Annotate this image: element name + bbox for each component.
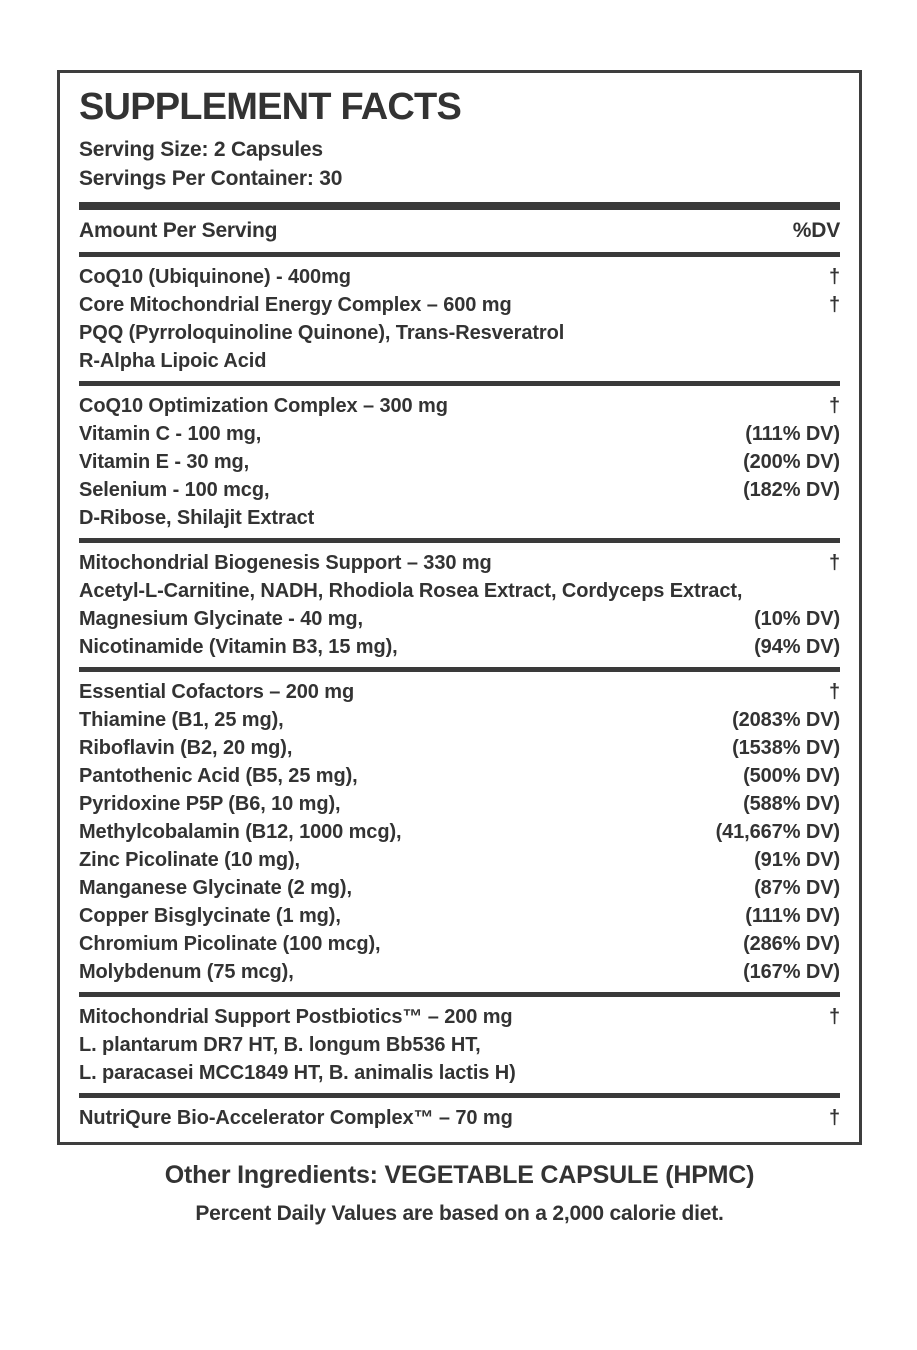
ingredient-name: CoQ10 Optimization Complex – 300 mg bbox=[79, 395, 448, 417]
ingredient-dv: (94% DV) bbox=[754, 636, 840, 658]
ingredient-name: NutriQure Bio-Accelerator Complex™ – 70 … bbox=[79, 1107, 513, 1129]
ingredient-name: Mitochondrial Support Postbiotics™ – 200… bbox=[79, 1006, 513, 1028]
ingredient-name: Selenium - 100 mcg, bbox=[79, 479, 270, 501]
ingredient-name: Vitamin E - 30 mg, bbox=[79, 451, 250, 473]
ingredient-row: Methylcobalamin (B12, 1000 mcg), (41,667%… bbox=[79, 818, 840, 846]
ingredient-name: Vitamin C - 100 mg, bbox=[79, 423, 262, 445]
ingredient-dv: (1538% DV) bbox=[732, 737, 840, 759]
ingredient-dv: † bbox=[828, 552, 840, 574]
ingredient-name: Pyridoxine P5P (B6, 10 mg), bbox=[79, 793, 341, 815]
ingredient-row: Copper Bisglycinate (1 mg), (111% DV) bbox=[79, 902, 840, 930]
servings-per-container: Servings Per Container: 30 bbox=[79, 167, 343, 190]
ingredient-name: Mitochondrial Biogenesis Support – 330 m… bbox=[79, 552, 492, 574]
ingredient-dv: (167% DV) bbox=[743, 961, 840, 983]
ingredient-name: Riboflavin (B2, 20 mg), bbox=[79, 737, 293, 759]
ingredient-dv: † bbox=[828, 294, 840, 316]
ingredient-section: CoQ10 Optimization Complex – 300 mg † Vita… bbox=[79, 381, 840, 538]
column-header-row: Amount Per Serving %DV bbox=[79, 210, 840, 252]
ingredient-name: Methylcobalamin (B12, 1000 mcg), bbox=[79, 821, 402, 843]
other-ingredients-note: Other Ingredients: VEGETABLE CAPSULE (HP… bbox=[164, 1161, 755, 1189]
ingredient-row: PQQ (Pyrroloquinoline Quinone), Trans-Re… bbox=[79, 319, 840, 347]
ingredient-row: L. plantarum DR7 HT, B. longum Bb536 HT, bbox=[79, 1031, 840, 1059]
ingredient-section: NutriQure Bio-Accelerator Complex™ – 70 … bbox=[79, 1093, 840, 1138]
sections: CoQ10 (Ubiquinone) - 400mg † Core Mitochon… bbox=[79, 252, 840, 1138]
ingredient-row: Essential Cofactors – 200 mg † bbox=[79, 678, 840, 706]
ingredient-name: Pantothenic Acid (B5, 25 mg), bbox=[79, 765, 358, 787]
ingredient-row: Vitamin E - 30 mg, (200% DV) bbox=[79, 448, 840, 476]
ingredient-name: Nicotinamide (Vitamin B3, 15 mg), bbox=[79, 636, 398, 658]
ingredient-name: PQQ (Pyrroloquinoline Quinone), Trans-Re… bbox=[79, 322, 565, 344]
ingredient-name: Magnesium Glycinate - 40 mg, bbox=[79, 608, 363, 630]
ingredient-name: Molybdenum (75 mcg), bbox=[79, 961, 294, 983]
ingredient-row: Pantothenic Acid (B5, 25 mg), (500% DV) bbox=[79, 762, 840, 790]
ingredient-dv: (500% DV) bbox=[743, 765, 840, 787]
ingredient-dv: † bbox=[828, 681, 840, 703]
column-header-amount: Amount Per Serving bbox=[79, 219, 278, 242]
ingredient-row: Thiamine (B1, 25 mg), (2083% DV) bbox=[79, 706, 840, 734]
supplement-facts-panel: SUPPLEMENT FACTS Serving Size: 2 Capsule… bbox=[57, 70, 862, 1145]
ingredient-dv: (111% DV) bbox=[745, 905, 840, 927]
ingredient-dv: † bbox=[828, 395, 840, 417]
ingredient-row: Core Mitochondrial Energy Complex – 600 … bbox=[79, 291, 840, 319]
ingredient-row: Vitamin C - 100 mg, (111% DV) bbox=[79, 420, 840, 448]
ingredient-row: Acetyl-L-Carnitine, NADH, Rhodiola Rosea… bbox=[79, 577, 840, 605]
serving-size: Serving Size: 2 Capsules bbox=[79, 138, 323, 161]
ingredient-row: Mitochondrial Biogenesis Support – 330 m… bbox=[79, 549, 840, 577]
ingredient-name: CoQ10 (Ubiquinone) - 400mg bbox=[79, 266, 351, 288]
ingredient-dv: (2083% DV) bbox=[732, 709, 840, 731]
ingredient-dv: (588% DV) bbox=[743, 793, 840, 815]
ingredient-row: D-Ribose, Shilajit Extract bbox=[79, 504, 840, 532]
ingredient-dv: † bbox=[828, 1006, 840, 1028]
ingredient-name: L. paracasei MCC1849 HT, B. animalis lac… bbox=[79, 1062, 516, 1084]
ingredient-row: Manganese Glycinate (2 mg), (87% DV) bbox=[79, 874, 840, 902]
ingredient-row: R-Alpha Lipoic Acid bbox=[79, 347, 840, 375]
ingredient-dv: † bbox=[828, 266, 840, 288]
ingredient-dv: † bbox=[828, 1107, 840, 1129]
panel-title: SUPPLEMENT FACTS bbox=[79, 86, 462, 128]
ingredient-name: Zinc Picolinate (10 mg), bbox=[79, 849, 300, 871]
ingredient-row: Nicotinamide (Vitamin B3, 15 mg), (94% DV… bbox=[79, 633, 840, 661]
ingredient-row: CoQ10 Optimization Complex – 300 mg † bbox=[79, 392, 840, 420]
ingredient-dv: (182% DV) bbox=[743, 479, 840, 501]
ingredient-dv: (286% DV) bbox=[743, 933, 840, 955]
ingredient-name: R-Alpha Lipoic Acid bbox=[79, 350, 267, 372]
divider-thick bbox=[79, 202, 840, 210]
ingredient-name: Core Mitochondrial Energy Complex – 600 … bbox=[79, 294, 512, 316]
ingredient-row: Magnesium Glycinate - 40 mg, (10% DV) bbox=[79, 605, 840, 633]
ingredient-row: Zinc Picolinate (10 mg), (91% DV) bbox=[79, 846, 840, 874]
ingredient-row: L. paracasei MCC1849 HT, B. animalis lac… bbox=[79, 1059, 840, 1087]
ingredient-row: NutriQure Bio-Accelerator Complex™ – 70 … bbox=[79, 1104, 840, 1132]
ingredient-section: Mitochondrial Support Postbiotics™ – 200… bbox=[79, 992, 840, 1093]
ingredient-dv: (91% DV) bbox=[754, 849, 840, 871]
ingredient-name: Acetyl-L-Carnitine, NADH, Rhodiola Rosea… bbox=[79, 580, 743, 602]
ingredient-row: Riboflavin (B2, 20 mg), (1538% DV) bbox=[79, 734, 840, 762]
ingredient-row: Chromium Picolinate (100 mcg), (286% DV) bbox=[79, 930, 840, 958]
ingredient-name: Chromium Picolinate (100 mcg), bbox=[79, 933, 381, 955]
ingredient-row: Mitochondrial Support Postbiotics™ – 200… bbox=[79, 1003, 840, 1031]
ingredient-name: D-Ribose, Shilajit Extract bbox=[79, 507, 315, 529]
ingredient-name: Essential Cofactors – 200 mg bbox=[79, 681, 355, 703]
ingredient-row: Selenium - 100 mcg, (182% DV) bbox=[79, 476, 840, 504]
ingredient-row: Molybdenum (75 mcg), (167% DV) bbox=[79, 958, 840, 986]
ingredient-section: CoQ10 (Ubiquinone) - 400mg † Core Mitochon… bbox=[79, 252, 840, 381]
ingredient-row: CoQ10 (Ubiquinone) - 400mg † bbox=[79, 263, 840, 291]
ingredient-dv: (10% DV) bbox=[754, 608, 840, 630]
ingredient-name: Manganese Glycinate (2 mg), bbox=[79, 877, 352, 899]
ingredient-row: Pyridoxine P5P (B6, 10 mg), (588% DV) bbox=[79, 790, 840, 818]
ingredient-dv: (41,667% DV) bbox=[715, 821, 841, 843]
footer: Other Ingredients: VEGETABLE CAPSULE (HP… bbox=[57, 1161, 862, 1226]
ingredient-name: Thiamine (B1, 25 mg), bbox=[79, 709, 284, 731]
ingredient-section: Mitochondrial Biogenesis Support – 330 m… bbox=[79, 538, 840, 667]
daily-values-note: Percent Daily Values are based on a 2,00… bbox=[195, 1202, 724, 1225]
ingredient-name: L. plantarum DR7 HT, B. longum Bb536 HT, bbox=[79, 1034, 481, 1056]
ingredient-section: Essential Cofactors – 200 mg † Thiamine (B… bbox=[79, 667, 840, 992]
ingredient-dv: (200% DV) bbox=[743, 451, 840, 473]
ingredient-dv: (111% DV) bbox=[745, 423, 840, 445]
ingredient-dv: (87% DV) bbox=[754, 877, 840, 899]
column-header-dv: %DV bbox=[792, 219, 840, 242]
ingredient-name: Copper Bisglycinate (1 mg), bbox=[79, 905, 341, 927]
